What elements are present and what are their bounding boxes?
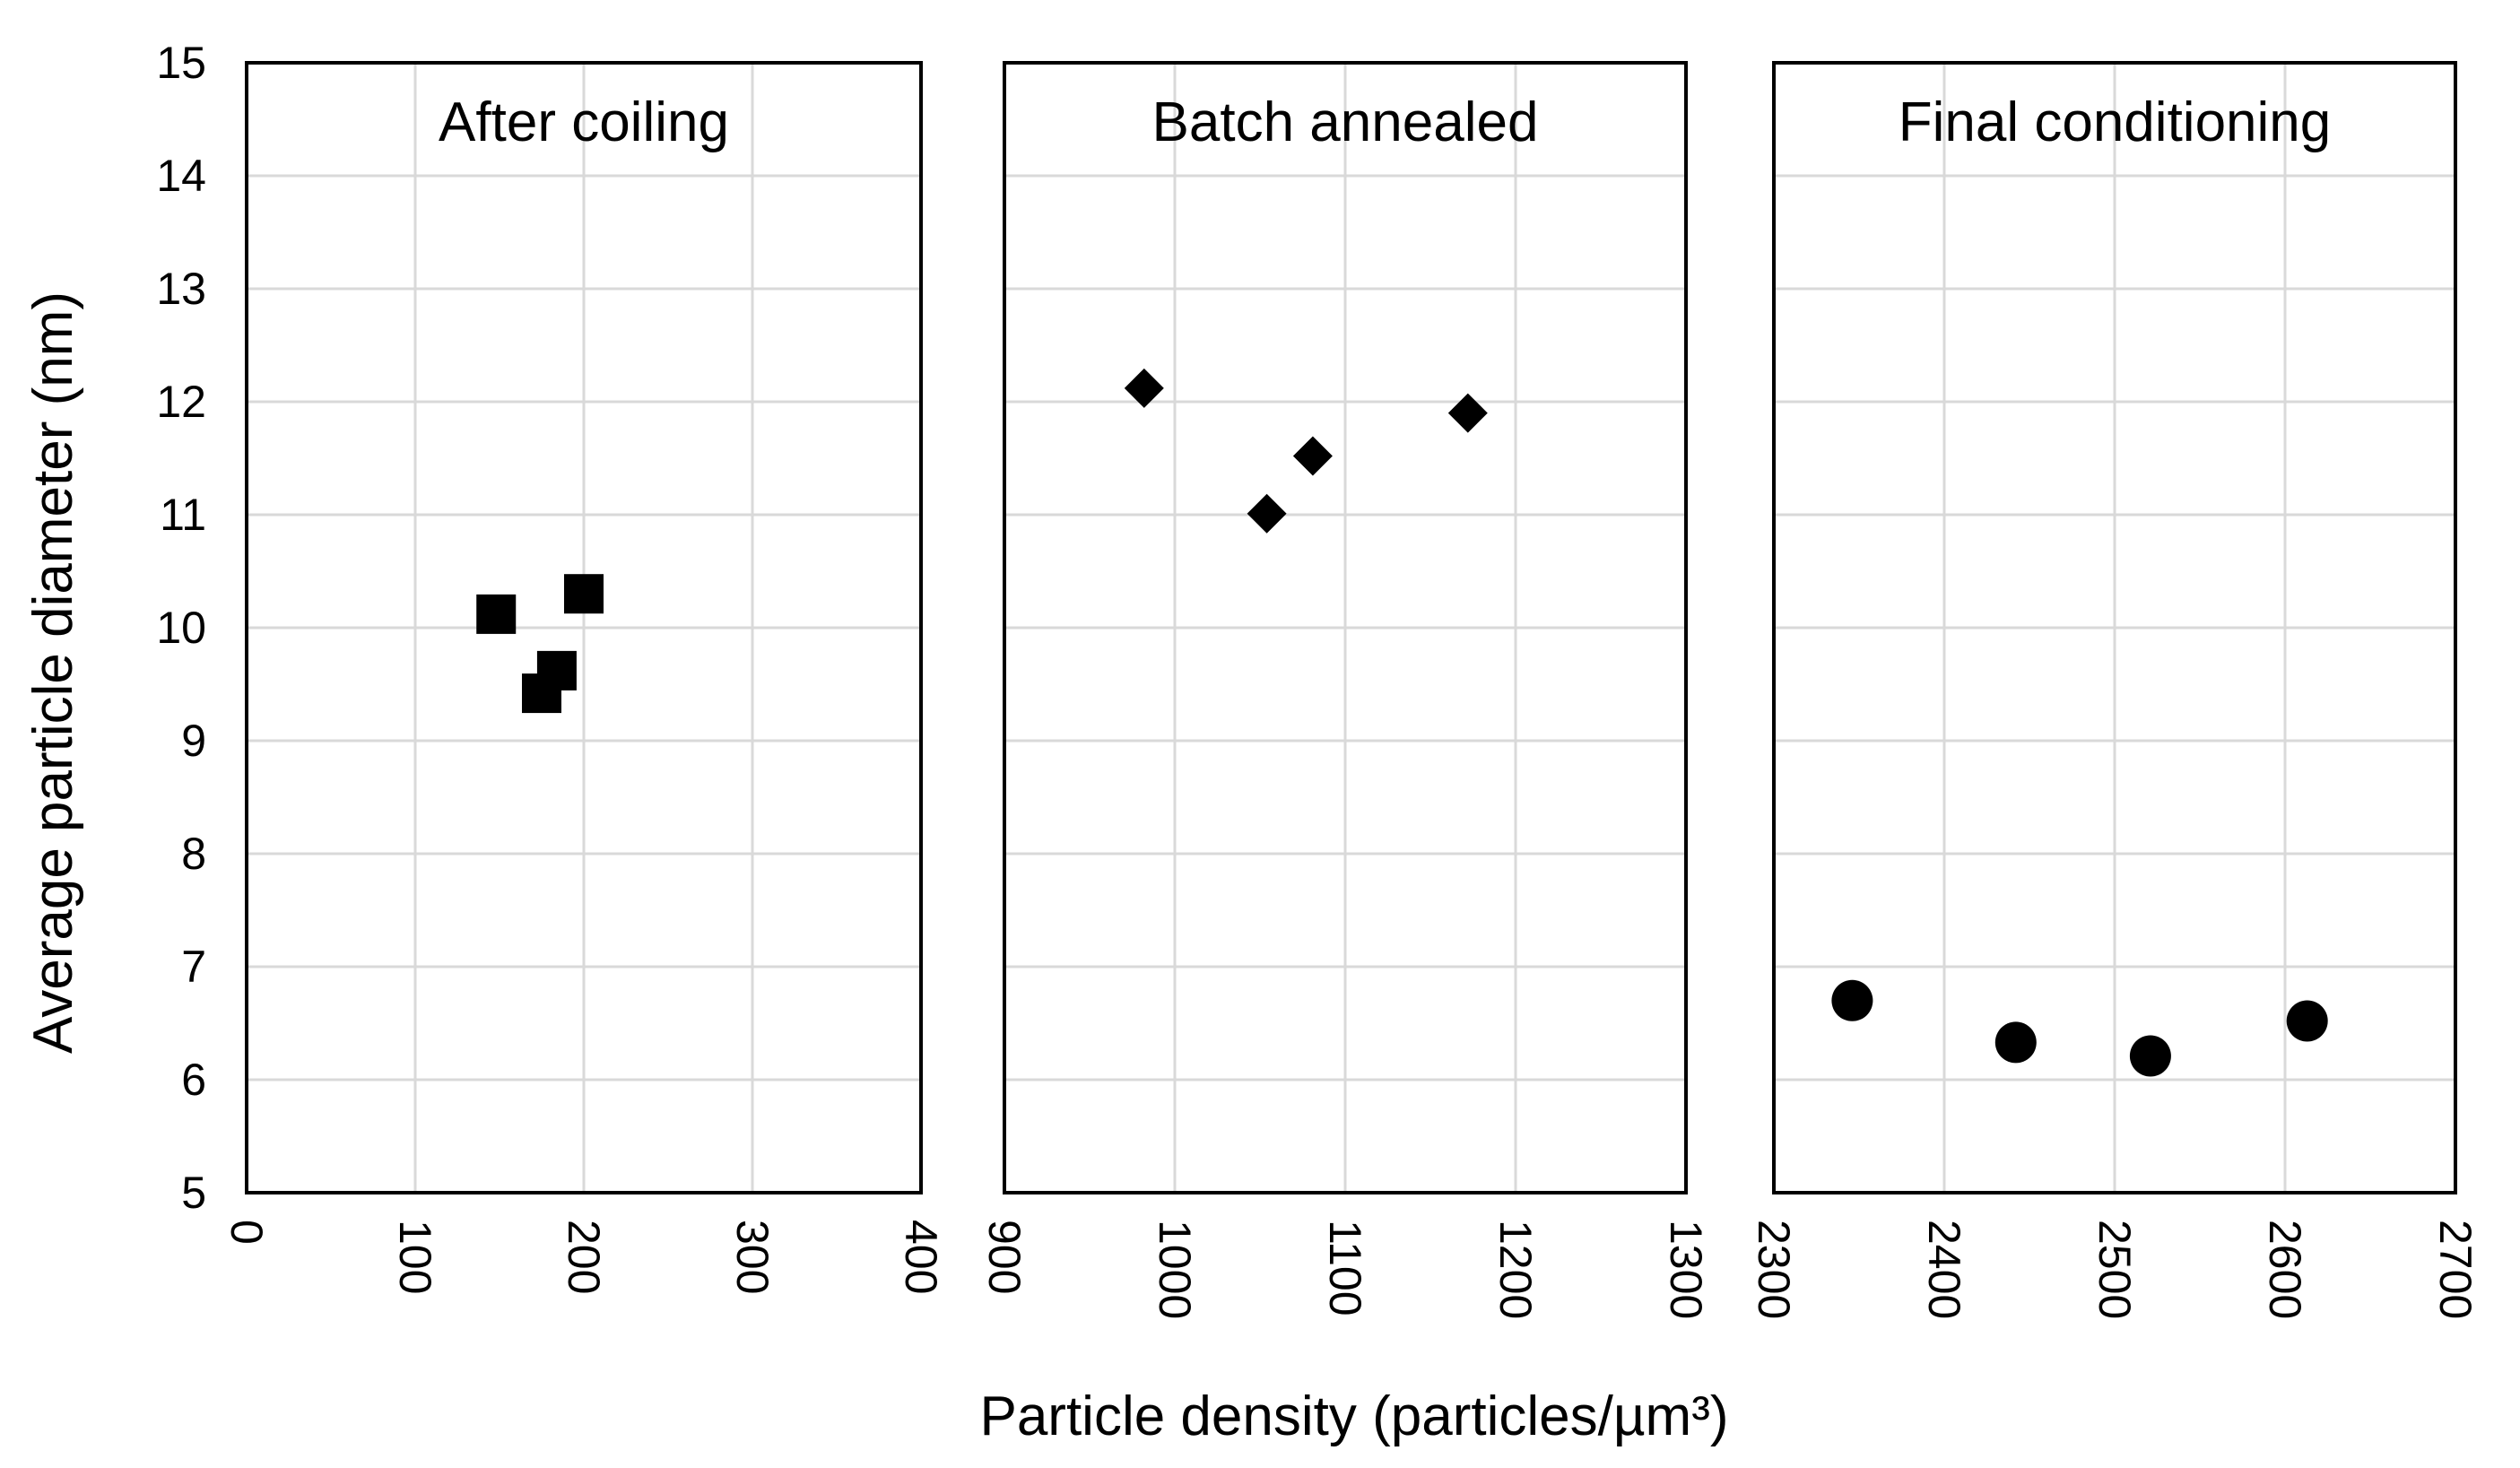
x-tick-label: 1300 [1661,1220,1711,1319]
data-point [2286,1000,2328,1042]
data-point [476,594,517,634]
y-tick-label: 14 [156,151,206,201]
x-tick-label: 2500 [2090,1220,2140,1319]
y-tick-label: 7 [181,942,206,992]
x-tick-label: 100 [390,1220,440,1294]
y-tick-label: 5 [181,1168,206,1218]
y-tick-label: 13 [156,264,206,314]
data-point [564,574,604,614]
x-tick-label: 2700 [2430,1220,2481,1319]
panel-frame [1772,61,2457,1194]
panel-frame [1003,61,1688,1194]
data-point [522,673,561,714]
y-tick-label: 8 [181,829,206,879]
y-tick-label: 6 [181,1055,206,1105]
panel-title: Final conditioning [1899,91,2332,153]
x-tick-label: 300 [727,1220,778,1294]
data-point [1124,368,1164,408]
data-point [1831,979,1873,1021]
data-point [1994,1021,2037,1064]
x-tick-label: 2400 [1919,1220,1969,1319]
y-axis-label: Average particle diameter (nm) [22,291,84,1054]
data-point [1292,436,1333,476]
y-tick-label: 10 [156,603,206,653]
x-tick-label: 1000 [1150,1220,1200,1319]
panel-3: Final conditioning 2300 2400 2500 2600 2700 [1749,61,2481,1319]
x-tick-label: 0 [222,1220,272,1245]
x-tick-label: 200 [559,1220,609,1294]
y-tick-label: 9 [181,716,206,766]
x-tick-label: 1200 [1490,1220,1541,1319]
x-axis-label: Particle density (particles/µm³) [979,1385,1728,1447]
y-axis-ticks: 5 6 7 8 9 10 11 12 13 14 15 [156,38,206,1218]
panel-frame [245,61,923,1194]
x-tick-label: 900 [979,1220,1030,1294]
y-tick-label: 12 [156,377,206,427]
data-point [1247,493,1287,534]
x-tick-label: 400 [896,1220,946,1294]
panel-1: After coiling 0 100 200 300 400 [222,61,946,1294]
x-tick-label: 2300 [1749,1220,1799,1319]
panel-2: Batch annealed 900 1000 1100 1200 1300 [979,61,1711,1319]
y-tick-label: 11 [160,490,206,540]
y-tick-label: 15 [156,38,206,88]
panel-title: Batch annealed [1152,91,1539,153]
data-point [2129,1035,2171,1077]
x-tick-label: 1100 [1320,1220,1370,1316]
x-tick-label: 2600 [2260,1220,2310,1319]
data-point [1447,393,1488,433]
panel-title: After coiling [439,91,729,153]
chart-panels: After coiling 0 100 200 300 400 Batch annealed… [222,61,2481,1319]
